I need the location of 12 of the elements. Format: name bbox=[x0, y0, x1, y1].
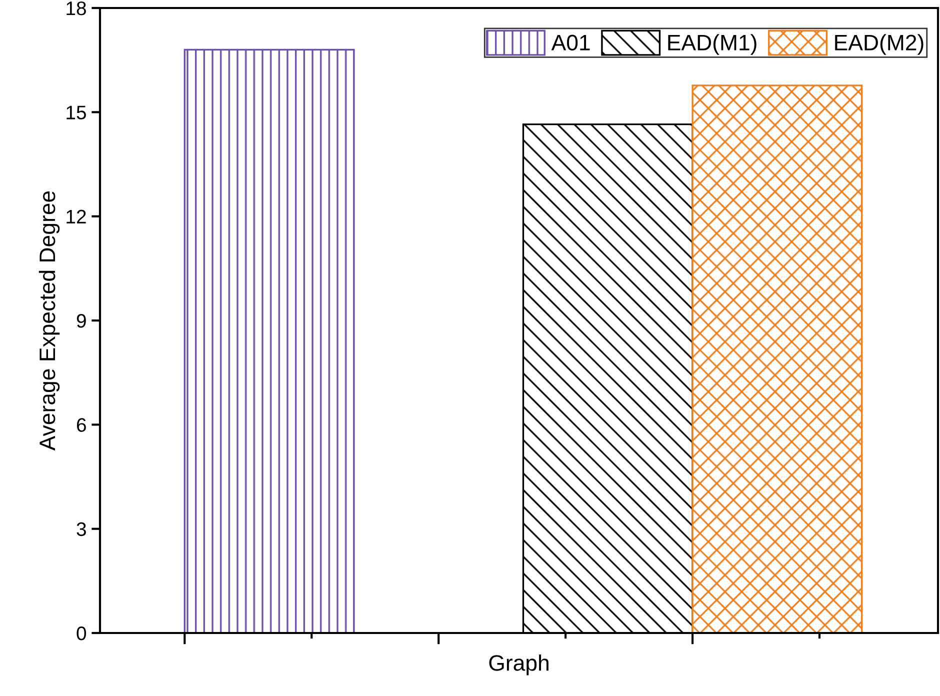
legend-label: EAD(M2) bbox=[835, 34, 924, 55]
y-tick-label: 12 bbox=[66, 210, 86, 224]
legend-label: EAD(M1) bbox=[668, 34, 756, 55]
y-tick-label: 15 bbox=[66, 106, 86, 120]
y-tick-label: 0 bbox=[76, 626, 86, 640]
legend-label: A01 bbox=[551, 34, 590, 50]
y-tick-label: 9 bbox=[76, 314, 86, 328]
y-tick-label: 3 bbox=[76, 522, 86, 536]
x-axis-title: Graph bbox=[489, 654, 548, 676]
y-tick-label: 6 bbox=[76, 418, 86, 432]
y-axis-title: Average Expected Degree bbox=[38, 191, 60, 451]
y-tick-label: 18 bbox=[66, 1, 86, 16]
